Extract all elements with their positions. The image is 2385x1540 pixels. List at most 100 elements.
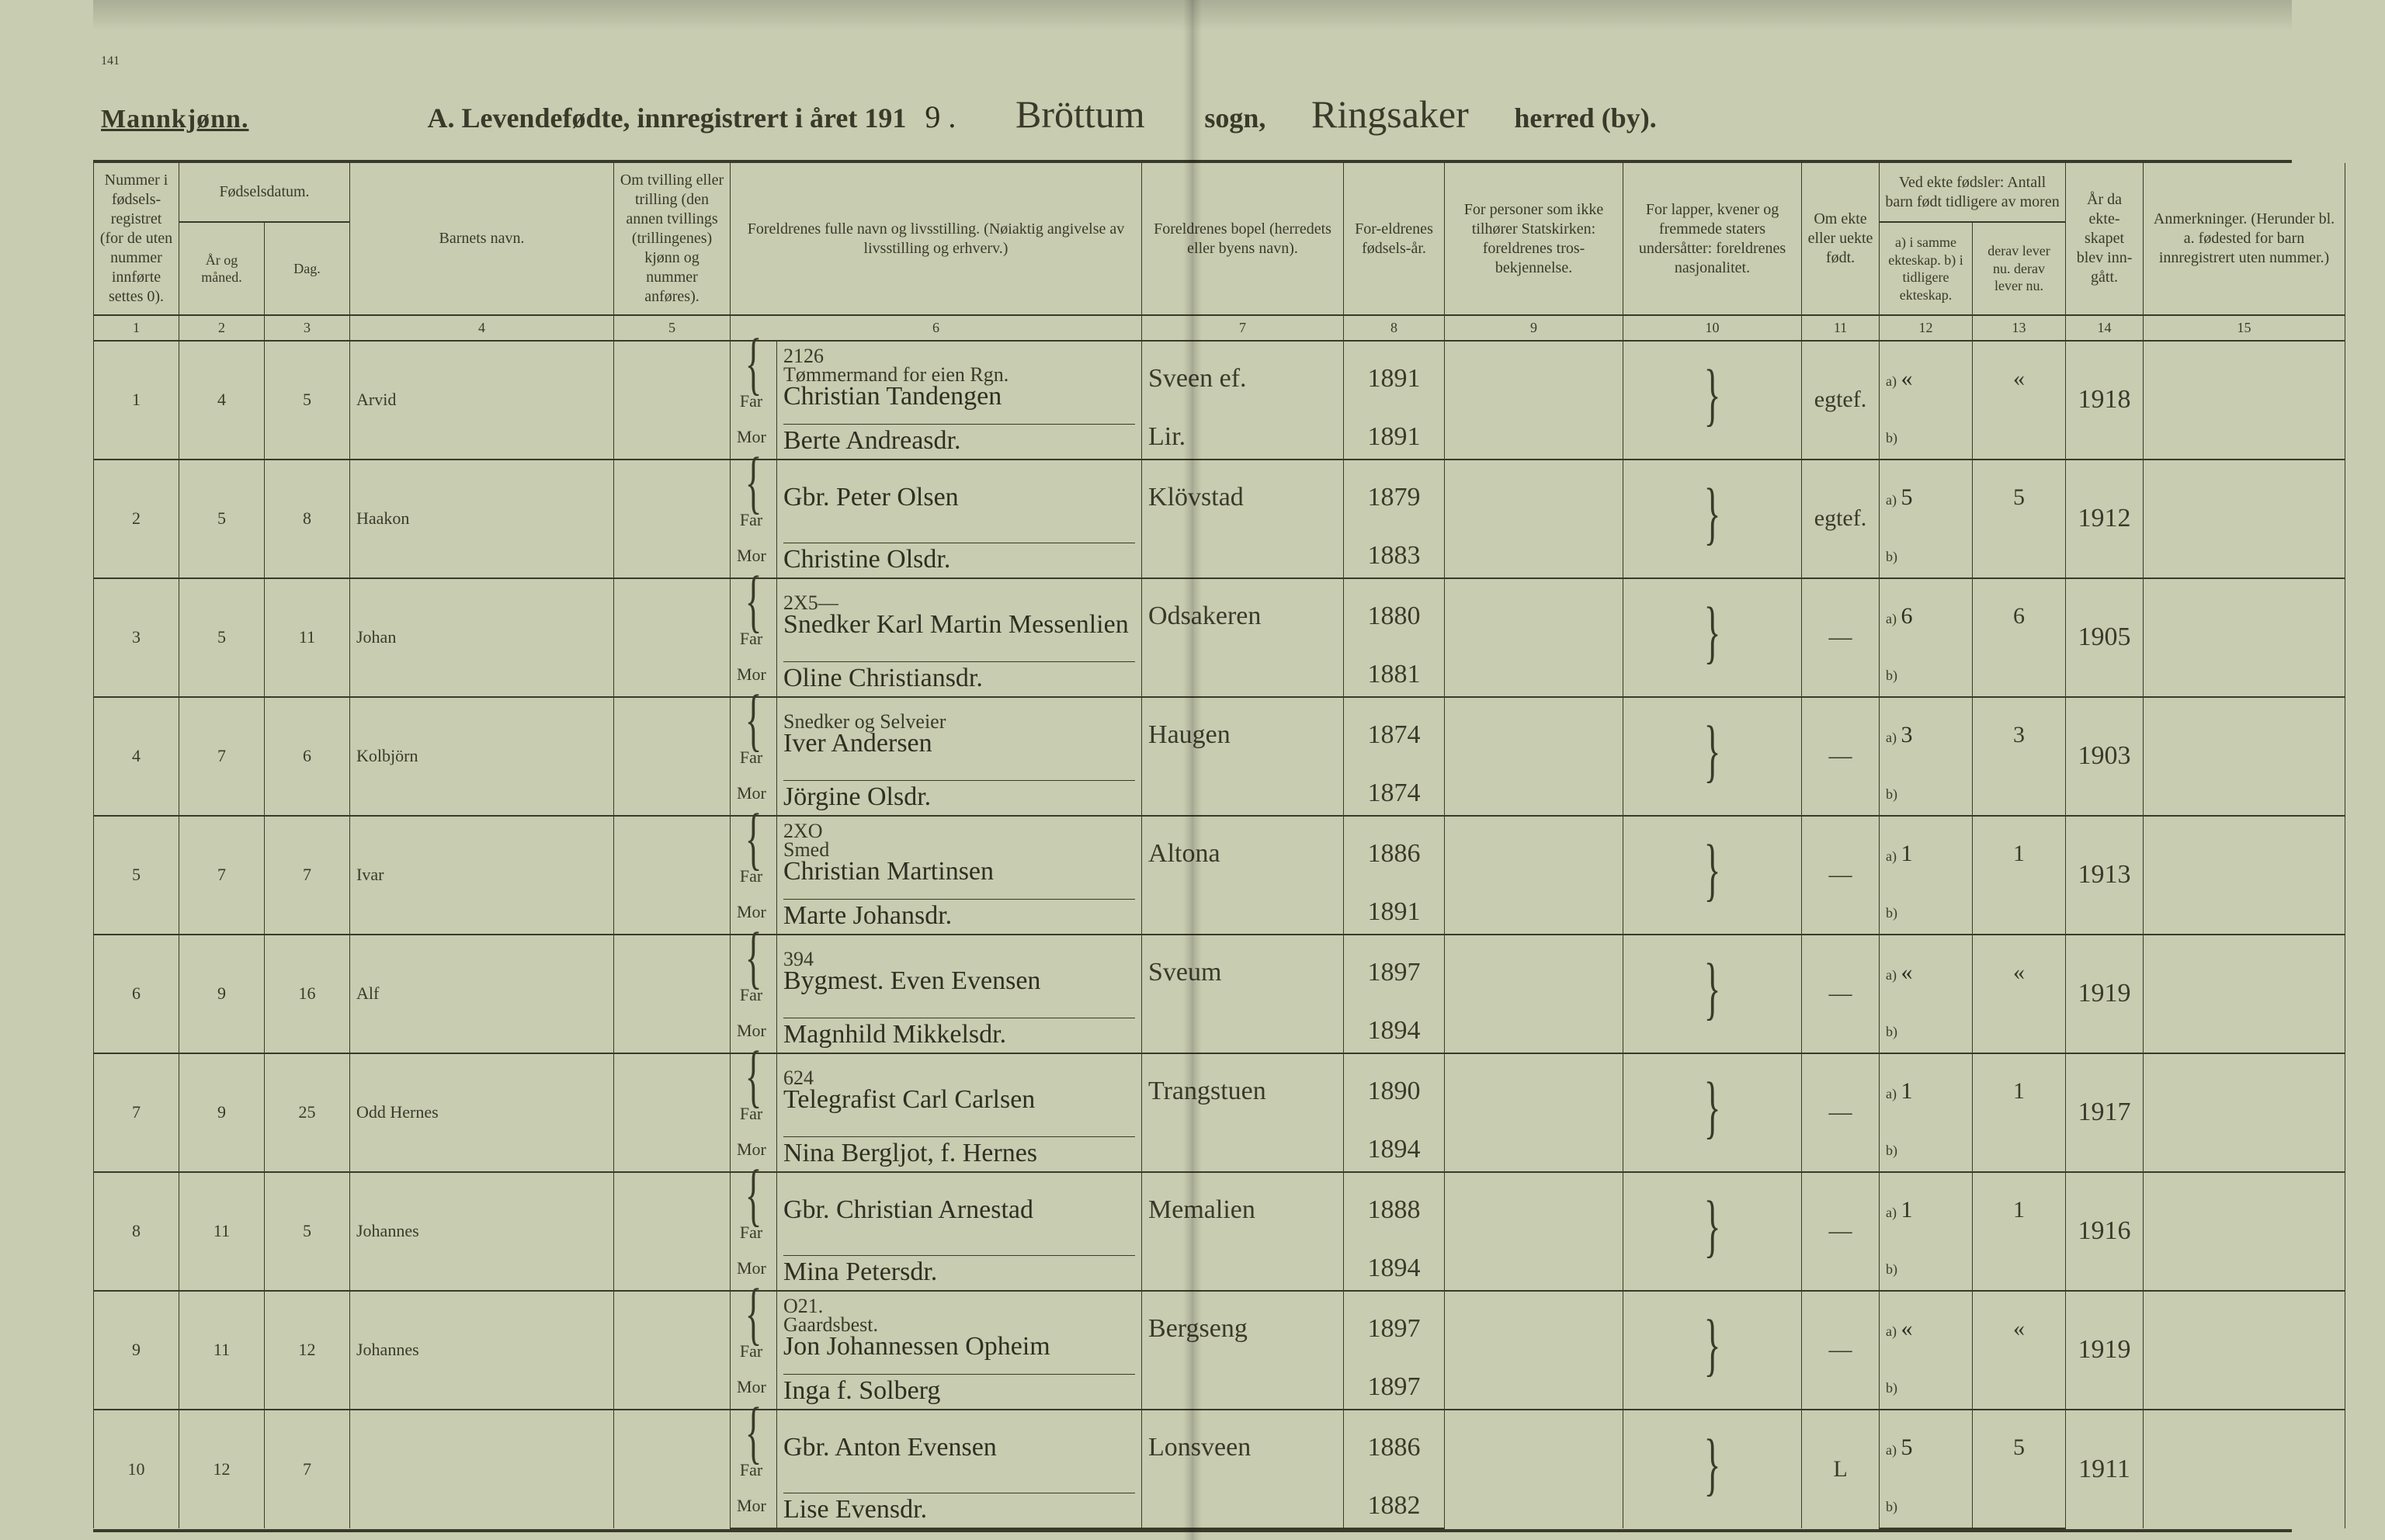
far-label: {Far	[731, 1172, 777, 1247]
child-name: Ivar	[350, 816, 614, 935]
far-label: {Far	[731, 578, 777, 654]
col-14-header: År da ekte-skapet blev inn-gått.	[2066, 163, 2144, 315]
father-year: 1897	[1344, 935, 1445, 1010]
marriage-year: 1905	[2066, 578, 2144, 697]
father-name: Snedker Karl Martin Messenlien	[783, 610, 1129, 639]
ekte: —	[1802, 1053, 1880, 1172]
father-cell: 2XOSmedChristian Martinsen	[777, 816, 1142, 891]
year-month: 5	[179, 460, 265, 578]
reg-number: 2	[94, 460, 179, 578]
far-note: O21.	[783, 1297, 1135, 1315]
mother-cell: Christine Olsdr.	[777, 535, 1142, 578]
brace-icon: }	[1704, 971, 1721, 1006]
nationality: }	[1623, 1410, 1802, 1528]
brace-icon: {	[745, 1059, 762, 1094]
day: 5	[265, 341, 350, 460]
far-note: 394	[783, 950, 1135, 968]
c13a: 1	[1973, 1172, 2066, 1247]
col-13-header: derav lever nu. derav lever nu.	[1973, 222, 2066, 315]
day: 16	[265, 935, 350, 1053]
c12b: b)	[1880, 772, 1973, 816]
reg-number: 4	[94, 697, 179, 816]
reg-number: 8	[94, 1172, 179, 1291]
child-name: Kolbjörn	[350, 697, 614, 816]
c13a: 1	[1973, 1053, 2066, 1129]
twin-info	[614, 1053, 731, 1172]
twin-info	[614, 816, 731, 935]
nationality: }	[1623, 816, 1802, 935]
brace-icon: {	[745, 1415, 762, 1450]
c13b	[1973, 1247, 2066, 1291]
far-label: {Far	[731, 460, 777, 535]
ekte: —	[1802, 935, 1880, 1053]
c13b	[1973, 416, 2066, 460]
reg-number: 1	[94, 341, 179, 460]
marriage-year: 1919	[2066, 1291, 2144, 1410]
colnum: 6	[731, 315, 1142, 341]
brace-icon: {	[745, 1296, 762, 1331]
col-ekte-top: Ved ekte fødsler: Antall barn født tidli…	[1880, 163, 2066, 222]
colnum: 2	[179, 315, 265, 341]
mother-year: 1894	[1344, 1247, 1445, 1291]
far-occupation: Smed	[783, 841, 1135, 858]
remarks	[2144, 578, 2345, 697]
mother-year: 1883	[1344, 535, 1445, 578]
marriage-year: 1913	[2066, 816, 2144, 935]
mother-name: Mina Petersdr.	[783, 1257, 937, 1286]
c12b: b)	[1880, 891, 1973, 935]
colnum: 15	[2144, 315, 2345, 341]
colnum: 8	[1344, 315, 1445, 341]
father-name: Iver Andersen	[783, 729, 932, 758]
col-6-header: Foreldrenes fulle navn og livsstilling. …	[731, 163, 1142, 315]
brace-icon: {	[745, 702, 762, 737]
c12b: b)	[1880, 1366, 1973, 1410]
marriage-year: 1919	[2066, 935, 2144, 1053]
brace-icon: }	[1704, 1090, 1721, 1125]
c13b	[1973, 1366, 2066, 1410]
day: 8	[265, 460, 350, 578]
brace-icon: {	[745, 584, 762, 619]
mother-year: 1882	[1344, 1485, 1445, 1528]
mother-name: Inga f. Solberg	[783, 1376, 940, 1405]
c12a: a) 1	[1880, 816, 1973, 891]
table-row: 7925Odd Hernes{Far624Telegrafist Carl Ca…	[94, 1053, 2345, 1129]
bopel-mor	[1142, 772, 1344, 816]
far-label: {Far	[731, 1410, 777, 1485]
top-shadow	[93, 0, 2292, 31]
mother-cell: Magnhild Mikkelsdr.	[777, 1010, 1142, 1053]
twin-info	[614, 1172, 731, 1291]
mother-year: 1881	[1344, 654, 1445, 697]
sogn-name: Bröttum	[979, 92, 1181, 137]
reg-number: 5	[94, 816, 179, 935]
bopel-far: Memalien	[1142, 1172, 1344, 1247]
father-year: 1890	[1344, 1053, 1445, 1129]
twin-info	[614, 341, 731, 460]
table-row: 476Kolbjörn{FarSnedker og SelveierIver A…	[94, 697, 2345, 772]
day: 7	[265, 816, 350, 935]
bopel-far: Bergseng	[1142, 1291, 1344, 1366]
brace-icon: {	[745, 821, 762, 856]
c12a: a) 3	[1880, 697, 1973, 772]
father-cell: Gbr. Anton Evensen	[777, 1410, 1142, 1485]
c12b: b)	[1880, 416, 1973, 460]
father-name: Jon Johannessen Opheim	[783, 1332, 1050, 1361]
far-note: 2XO	[783, 822, 1135, 840]
col-9-header: For personer som ikke tilhører Statskirk…	[1445, 163, 1623, 315]
c13a: «	[1973, 935, 2066, 1010]
nationality: }	[1623, 341, 1802, 460]
mother-cell: Inga f. Solberg	[777, 1366, 1142, 1410]
father-cell: 624Telegrafist Carl Carlsen	[777, 1053, 1142, 1129]
mother-name: Magnhild Mikkelsdr.	[783, 1020, 1006, 1049]
c13a: 6	[1973, 578, 2066, 654]
colnum: 1	[94, 315, 179, 341]
father-year: 1888	[1344, 1172, 1445, 1247]
remarks	[2144, 1053, 2345, 1172]
child-name: Arvid	[350, 341, 614, 460]
bopel-mor	[1142, 1247, 1344, 1291]
c13b	[1973, 1129, 2066, 1172]
child-name: Haakon	[350, 460, 614, 578]
sogn-label: sogn,	[1204, 102, 1265, 134]
tros	[1445, 1410, 1623, 1528]
brace-icon: }	[1704, 852, 1721, 887]
c12a: a) 5	[1880, 1410, 1973, 1485]
